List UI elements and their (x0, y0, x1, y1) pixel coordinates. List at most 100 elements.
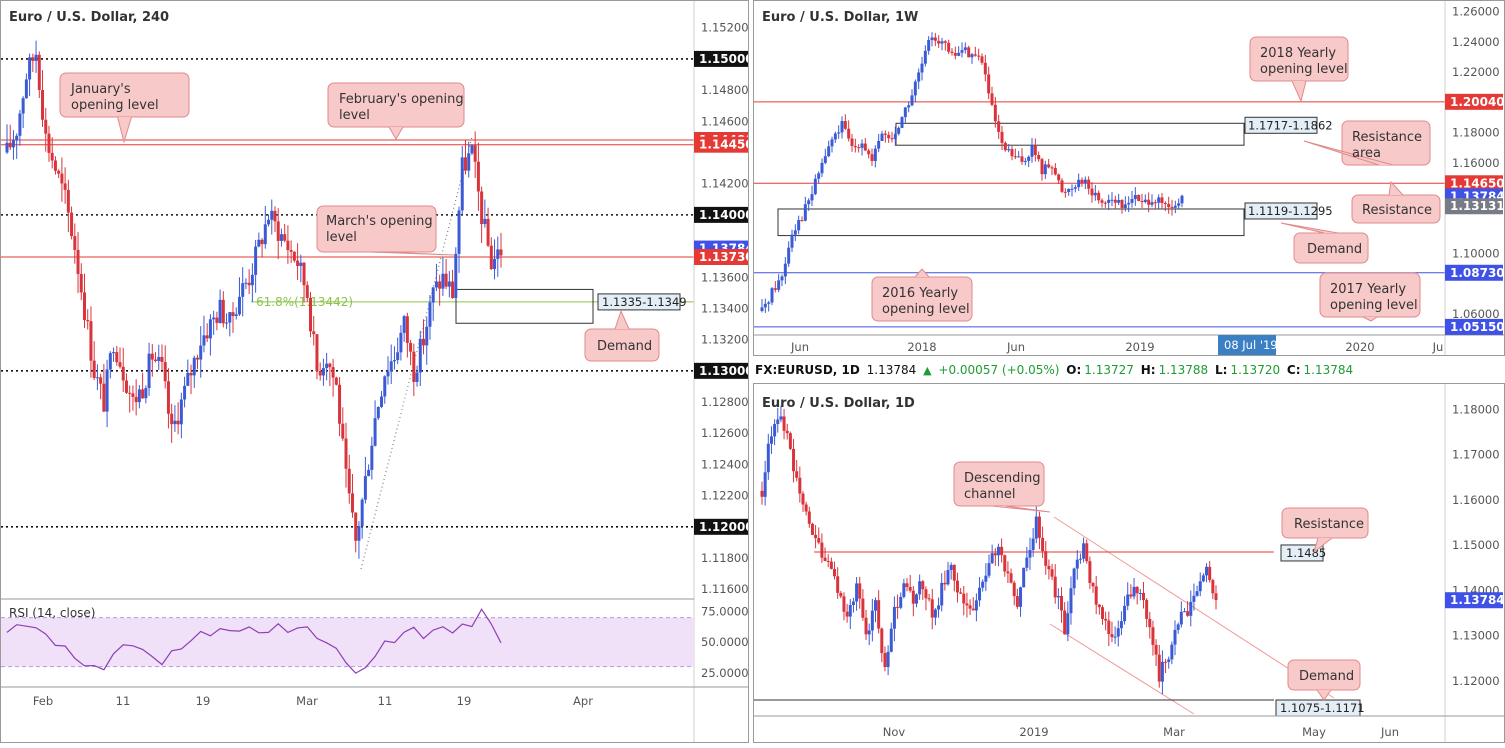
candle-body (1040, 159, 1044, 175)
candle-body (1072, 568, 1076, 589)
rsi-y-tick: 25.0000 (701, 666, 749, 680)
chart-1d[interactable]: 1.1485 1.1075-1.1171 Descending channel Re… (754, 384, 1505, 743)
candle-body (800, 220, 804, 222)
candle-body (990, 553, 994, 564)
candle-body (803, 204, 807, 221)
y-tick-label: 1.14800 (701, 83, 749, 97)
candle-body (1063, 191, 1067, 193)
candle-body (968, 605, 972, 609)
chart-1w-panel[interactable]: 1.1717-1.1862 1.1119-1.1295 2018 Yearly op… (753, 0, 1505, 356)
candle-body (328, 363, 332, 368)
candle-body (760, 490, 764, 497)
candle-body (205, 335, 209, 339)
candle-body (283, 234, 287, 241)
candle-body (1082, 543, 1086, 559)
annotation-text: Demand (1307, 242, 1362, 257)
candle-body (833, 568, 837, 577)
candle-body (1120, 199, 1124, 208)
candle-body (154, 359, 158, 361)
candle-body (1170, 207, 1174, 209)
candle-body (1037, 155, 1041, 160)
candle-body (1077, 179, 1081, 188)
candle-body (147, 353, 151, 389)
candle-body (867, 630, 871, 635)
chart-1d-panel[interactable]: 1.1485 1.1075-1.1171 Descending channel Re… (753, 383, 1505, 743)
candle-body (134, 396, 138, 403)
chart-1d-title: Euro / U.S. Dollar, 1D (762, 396, 915, 411)
candle-body (1103, 202, 1107, 204)
candle-body (850, 138, 854, 146)
candle-body (460, 157, 464, 211)
chart-4h[interactable]: 61.8%(1.13442) 1.1335-1.1349 January's op… (1, 1, 749, 743)
candle-body (893, 133, 897, 140)
level-label-box (1280, 544, 1324, 562)
candle-body (766, 443, 770, 473)
candle-body (1145, 599, 1149, 619)
candle-body (99, 377, 103, 384)
candle-body (221, 299, 225, 324)
candle-body (1007, 149, 1011, 151)
candle-body (354, 512, 358, 541)
candle-body (877, 140, 881, 149)
candle-body (1019, 587, 1023, 607)
candle-body (166, 381, 170, 414)
candle-body (776, 419, 780, 424)
candle-body (1028, 550, 1032, 558)
candle-body (793, 230, 797, 235)
annotation-text: Resistance (1294, 517, 1364, 532)
price-tag-box (694, 206, 748, 223)
candle-body (376, 406, 380, 419)
rsi-label: RSI (14, close) (9, 606, 95, 620)
candle-body (817, 538, 821, 543)
candle-body (1163, 202, 1167, 204)
price-tag: 1.14650 (1450, 176, 1505, 190)
y-tick-label: 1.06000 (1452, 307, 1500, 321)
annotation-pointer (914, 268, 930, 278)
candle-body (315, 334, 319, 372)
price-tag-box (694, 362, 748, 379)
candle-body (1119, 621, 1123, 629)
chart-1w[interactable]: 1.1717-1.1862 1.1119-1.1295 2018 Yearly op… (754, 1, 1505, 356)
candle-body (1167, 659, 1171, 662)
candle-body (1110, 199, 1114, 201)
candle-body (853, 145, 857, 148)
candle-body (978, 587, 982, 601)
candle-body (1129, 594, 1133, 597)
candle-body (1133, 195, 1137, 200)
candle-body (946, 569, 950, 585)
candle-body (1063, 610, 1067, 635)
candle-body (157, 356, 161, 361)
candle-body (454, 253, 458, 298)
candle-body (73, 236, 77, 250)
zone-label: 1.1717-1.1862 (1248, 118, 1333, 132)
level-label: 1.1485 (1286, 546, 1326, 560)
candle-body (276, 221, 280, 241)
candle-body (1104, 618, 1108, 621)
candle-body (173, 420, 177, 425)
candle-body (241, 283, 245, 297)
chart-4h-panel[interactable]: 61.8%(1.13442) 1.1335-1.1349 January's op… (0, 0, 749, 743)
candle-body (344, 438, 348, 469)
price-tag-box (694, 50, 748, 67)
candle-body (820, 162, 824, 174)
candle-body (837, 132, 841, 134)
annotation-text: 2018 Yearly opening level (1260, 46, 1348, 77)
candle-body (1017, 156, 1021, 158)
candle-body (144, 388, 148, 399)
price-tag-box (694, 518, 748, 535)
candle-body (782, 416, 786, 431)
x-tick-label: 2019 (1019, 725, 1048, 739)
candle-body (899, 596, 903, 608)
annotation-text: 2016 Yearly opening level (882, 286, 970, 317)
candle-body (1006, 571, 1010, 574)
y-tick-label: 1.13200 (701, 333, 749, 347)
candle-body (1097, 604, 1101, 608)
candle-body (780, 276, 784, 281)
candle-body (987, 74, 991, 94)
infobar-last: 1.13784 (866, 363, 917, 377)
candle-body (463, 157, 467, 171)
candle-body (76, 249, 80, 274)
candle-body (923, 50, 927, 64)
candle-body (1060, 180, 1064, 192)
price-tag-box (1445, 318, 1503, 335)
